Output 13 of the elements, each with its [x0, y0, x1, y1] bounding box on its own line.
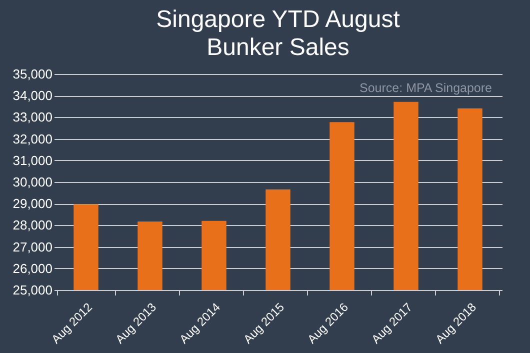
y-tick-label: 26,000 — [12, 260, 52, 276]
chart-title: Singapore YTD August Bunker Sales — [156, 6, 400, 61]
y-tick-label: 30,000 — [12, 174, 52, 190]
annotation: Source: MPA Singapore — [360, 81, 492, 95]
y-tick-label: 32,000 — [12, 131, 52, 146]
y-tick-label: 34,000 — [12, 88, 52, 104]
y-tick-label: 31,000 — [12, 152, 52, 168]
y-tick-label: 29,000 — [12, 196, 52, 212]
y-tick-label: 33,000 — [12, 110, 52, 125]
y-tick-label: 27,000 — [12, 239, 52, 254]
y-tick-label: 28,000 — [12, 218, 52, 233]
y-tick-label: 35,000 — [12, 66, 52, 82]
y-tick-label: 25,000 — [12, 282, 52, 298]
